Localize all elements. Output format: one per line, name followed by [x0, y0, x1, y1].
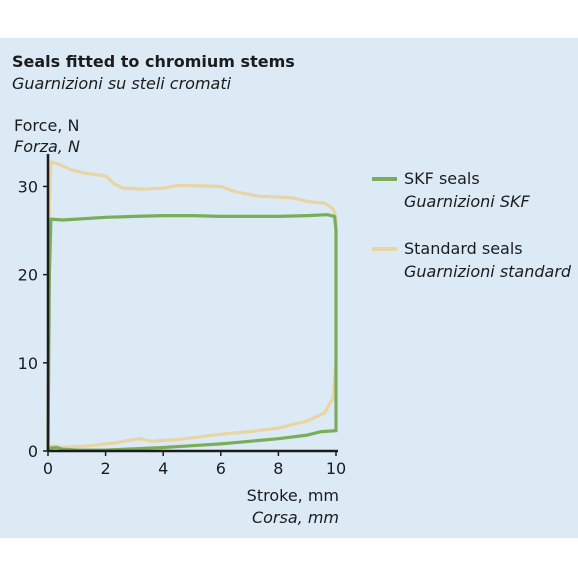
- x-tick-label: 0: [43, 459, 53, 478]
- legend-label-skf-italian: Guarnizioni SKF: [404, 192, 530, 211]
- chart-title: Seals fitted to chromium stems: [12, 52, 295, 71]
- x-tick-label: 2: [101, 459, 111, 478]
- x-tick-label: 4: [158, 459, 168, 478]
- y-axis-label: Force, N: [14, 116, 80, 135]
- series-line-standard: [46, 160, 338, 452]
- y-tick-label: 10: [18, 354, 38, 373]
- chart-svg: 0 2 4 6 8 10 0 10 20 30 Stroke, mm Corsa, mm SKF …: [18, 154, 572, 527]
- chart-subtitle: Guarnizioni su steli cromati: [12, 74, 232, 93]
- legend-label-standard-italian: Guarnizioni standard: [404, 262, 572, 281]
- x-axis-label-italian: Corsa, mm: [252, 508, 339, 527]
- legend-label-standard: Standard seals: [404, 239, 523, 258]
- y-tick-label: 0: [28, 442, 38, 461]
- tick-layer: 0 2 4 6 8 10 0 10 20 30: [18, 177, 347, 478]
- chart-panel: Seals fitted to chromium stems Guarnizio…: [0, 38, 578, 538]
- x-axis-label: Stroke, mm: [247, 486, 339, 505]
- x-tick-label: 10: [326, 459, 346, 478]
- x-tick-label: 8: [273, 459, 283, 478]
- legend: SKF seals Guarnizioni SKF Standard seals…: [372, 169, 572, 281]
- legend-label-skf: SKF seals: [404, 169, 480, 188]
- x-tick-label: 6: [216, 459, 226, 478]
- series-layer: [46, 160, 338, 452]
- y-tick-label: 30: [18, 177, 38, 196]
- y-tick-label: 20: [18, 266, 38, 285]
- series-line-skf: [46, 213, 338, 452]
- y-axis-label-italian: Forza, N: [14, 137, 80, 156]
